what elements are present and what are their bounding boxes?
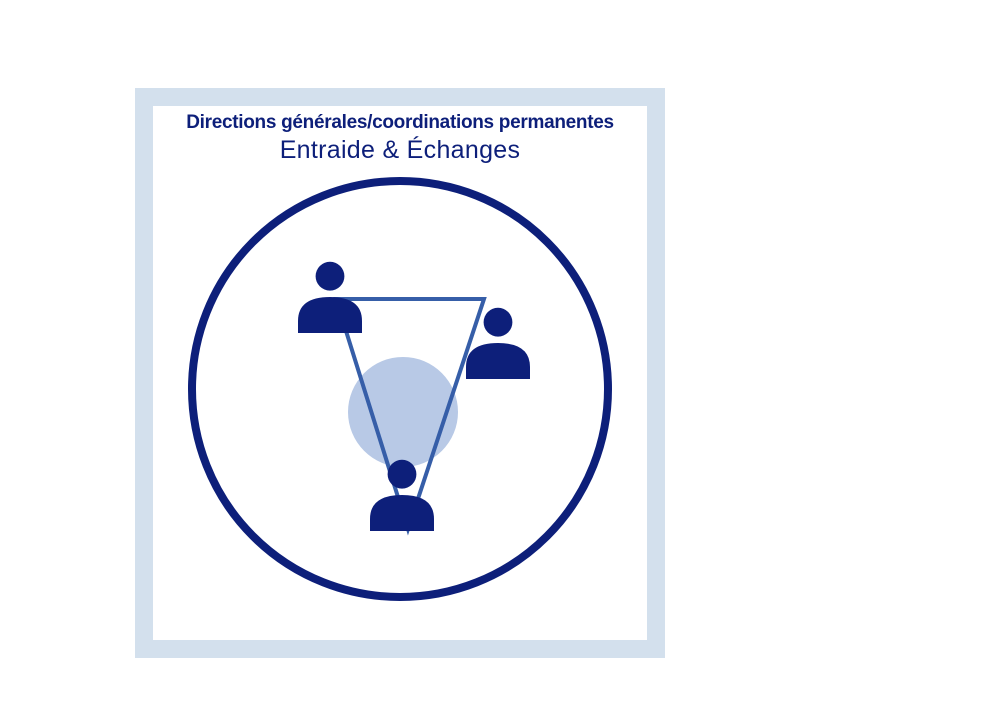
person-icon — [290, 257, 370, 337]
person-icon — [362, 455, 442, 535]
diagram-area — [188, 177, 612, 601]
infographic-card: Directions générales/coordinations perma… — [135, 88, 665, 658]
triangle-shape — [188, 177, 612, 601]
person-icon — [458, 303, 538, 383]
card-title: Directions générales/coordinations perma… — [153, 112, 647, 134]
card-subtitle: Entraide & Échanges — [153, 136, 647, 165]
